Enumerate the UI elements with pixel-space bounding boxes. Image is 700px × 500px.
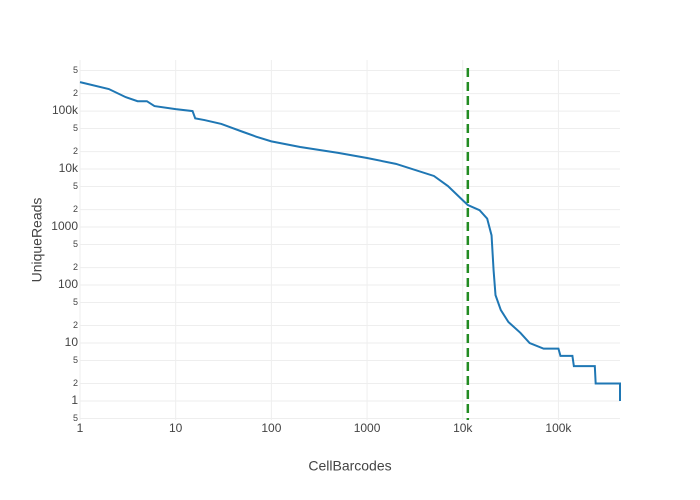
x-tick-label: 1 — [77, 421, 84, 435]
y-tick-label: 5 — [73, 355, 78, 365]
y-tick-label: 2 — [73, 204, 78, 214]
y-tick-label: 2 — [73, 262, 78, 272]
x-tick-label: 10 — [169, 421, 183, 435]
x-tick-label: 100 — [261, 421, 281, 435]
y-tick-label: 100k — [52, 103, 79, 117]
y-tick-label: 1000 — [51, 219, 78, 233]
y-tick-label: 2 — [73, 146, 78, 156]
x-tick-label: 10k — [453, 421, 473, 435]
y-axis-title: UniqueReads — [29, 198, 45, 283]
y-tick-label: 100 — [58, 277, 78, 291]
y-tick-label: 10 — [65, 335, 79, 349]
y-tick-label: 5 — [73, 297, 78, 307]
y-tick-label: 5 — [73, 65, 78, 75]
x-tick-label: 100k — [545, 421, 572, 435]
data-line — [79, 81, 621, 401]
y-tick-label: 2 — [73, 378, 78, 388]
y-tick-label: 10k — [59, 161, 79, 175]
y-tick-label: 5 — [73, 123, 78, 133]
y-tick-label: 5 — [73, 413, 78, 423]
x-axis-title: CellBarcodes — [308, 458, 391, 474]
x-tick-label: 1000 — [354, 421, 381, 435]
y-tick-label: 2 — [73, 320, 78, 330]
y-tick-label: 1 — [71, 393, 78, 407]
y-tick-label: 5 — [73, 239, 78, 249]
y-tick-label: 5 — [73, 181, 78, 191]
y-tick-label: 2 — [73, 88, 78, 98]
